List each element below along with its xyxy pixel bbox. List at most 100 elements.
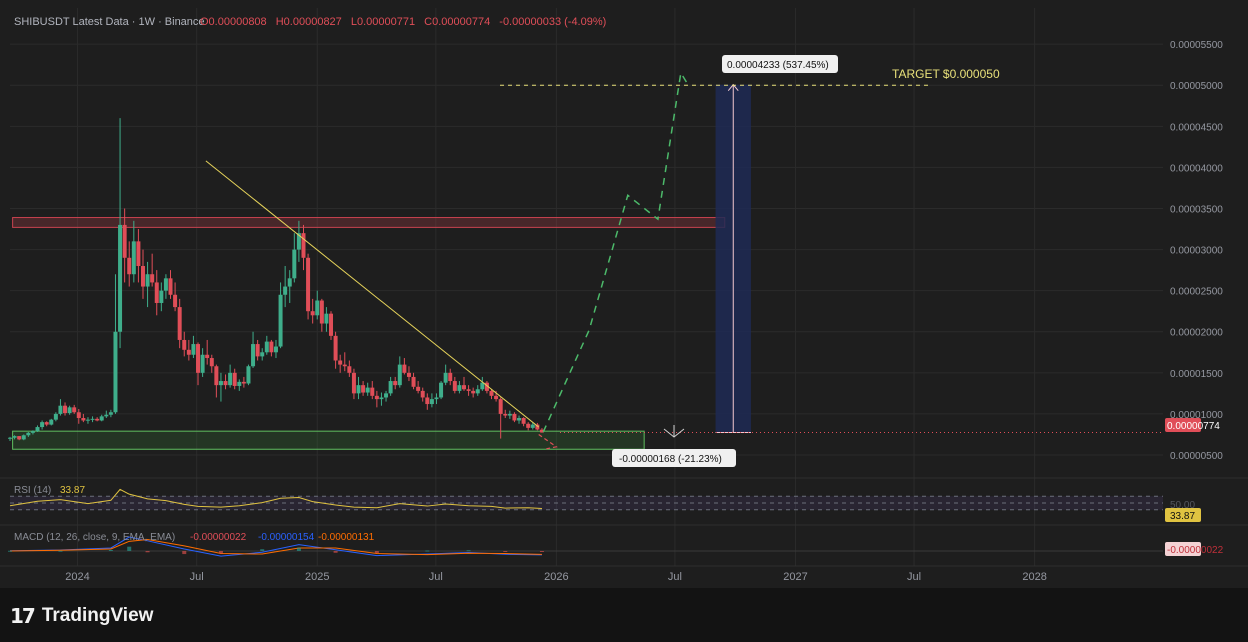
candle [182, 331, 187, 357]
candle-body [200, 354, 205, 373]
candle [278, 282, 283, 349]
candle-body [439, 382, 444, 398]
candle [136, 229, 141, 283]
tradingview-logo-text: TradingView [41, 605, 154, 626]
candle [347, 360, 352, 377]
x-tick-label: Jul [429, 571, 443, 583]
candle-body [503, 413, 508, 416]
candle [475, 385, 480, 396]
candle [140, 249, 145, 299]
candle-body [58, 405, 63, 414]
candle-body [154, 282, 159, 303]
y-tick-label: 0.00005000 [1170, 81, 1223, 92]
macd-histogram-bar [218, 551, 223, 554]
candle [521, 417, 526, 427]
candle-body [480, 382, 485, 390]
candle [503, 409, 508, 419]
candle [44, 421, 49, 427]
candle [228, 364, 233, 388]
candle-body [40, 422, 45, 428]
candle [200, 348, 205, 377]
candle [457, 381, 462, 394]
candle [420, 387, 425, 402]
candle-body [411, 376, 416, 387]
macd-histogram-bar [539, 551, 544, 552]
candle [329, 311, 334, 340]
y-tick-label: 0.00000500 [1170, 451, 1223, 462]
candle [269, 339, 274, 357]
symbol-line: SHIBUSDT Latest Data · 1W · Binance [14, 16, 205, 28]
candle-body [159, 290, 164, 303]
candle-body [173, 294, 178, 308]
candle [173, 282, 178, 312]
candle [461, 376, 466, 391]
macd-histogram-bar [503, 551, 508, 552]
candle-body [182, 339, 187, 350]
candle [402, 358, 407, 375]
chart-canvas[interactable]: 0.00005500 0.00005000 0.00004500 0.00004000… [0, 0, 1248, 588]
candle-body [494, 395, 499, 400]
loss-arrow [538, 433, 558, 450]
candle-body [292, 249, 297, 279]
macd-badge [1165, 542, 1201, 556]
macd-histogram-bar [333, 551, 338, 553]
candle [296, 220, 301, 262]
candle [186, 339, 191, 361]
candle-body [53, 413, 58, 420]
rsi-level-text: 50.00 [1170, 500, 1195, 511]
candle [90, 416, 95, 423]
candle-body [90, 418, 95, 420]
candle [507, 410, 512, 419]
candle [95, 417, 100, 422]
x-tick-label: 2025 [305, 571, 329, 583]
candle-body [498, 399, 503, 414]
candle-body [406, 372, 411, 377]
candle [539, 428, 544, 433]
candle-body [484, 382, 489, 391]
candle [443, 364, 448, 386]
candle-body [21, 435, 26, 440]
candle-body [448, 372, 453, 382]
candle [12, 435, 17, 440]
candle-body [177, 307, 182, 340]
candle-body [232, 372, 237, 386]
rsi-badge [1165, 508, 1201, 522]
candle [251, 331, 256, 368]
loss-label-box [612, 449, 736, 467]
tradingview-logo[interactable]: 17 TradingView [10, 604, 153, 628]
candle [150, 253, 155, 287]
candle [118, 118, 123, 349]
last-price-badge [1165, 418, 1201, 432]
projection-path [542, 70, 689, 433]
macd-histogram-bar [466, 550, 471, 552]
rsi-badge-value: 33.87 [1170, 511, 1195, 522]
tradingview-logo-icon: 17 [10, 604, 36, 628]
gain-label: 0.00004233 (537.45%) [727, 60, 829, 71]
candle [21, 434, 26, 441]
candle-body [118, 224, 123, 332]
candle [260, 348, 265, 361]
candle-body [512, 413, 517, 421]
candle-body [397, 364, 402, 386]
loss-label: -0.00000168 (-21.23%) [619, 454, 722, 465]
candle-body [338, 360, 343, 365]
candle [127, 241, 132, 287]
candle [526, 422, 531, 431]
candle-body [67, 407, 72, 414]
candle [351, 368, 356, 400]
candle-body [168, 278, 173, 295]
macd-hist-value: -0.00000022 [190, 532, 247, 543]
candle [26, 431, 31, 437]
candle-body [209, 358, 214, 367]
candle [122, 208, 127, 283]
last-price-value: 0.00000774 [1167, 421, 1220, 432]
candle-body [310, 311, 315, 316]
candle [333, 331, 338, 369]
y-tick-label: 0.00003500 [1170, 204, 1223, 215]
candle [292, 233, 297, 283]
ohlc-values: O0.00000808 H0.00000827 L0.00000771 C0.0… [200, 16, 606, 28]
candle [191, 335, 196, 359]
candle [411, 372, 416, 390]
open-value: O0.00000808 [200, 16, 267, 28]
